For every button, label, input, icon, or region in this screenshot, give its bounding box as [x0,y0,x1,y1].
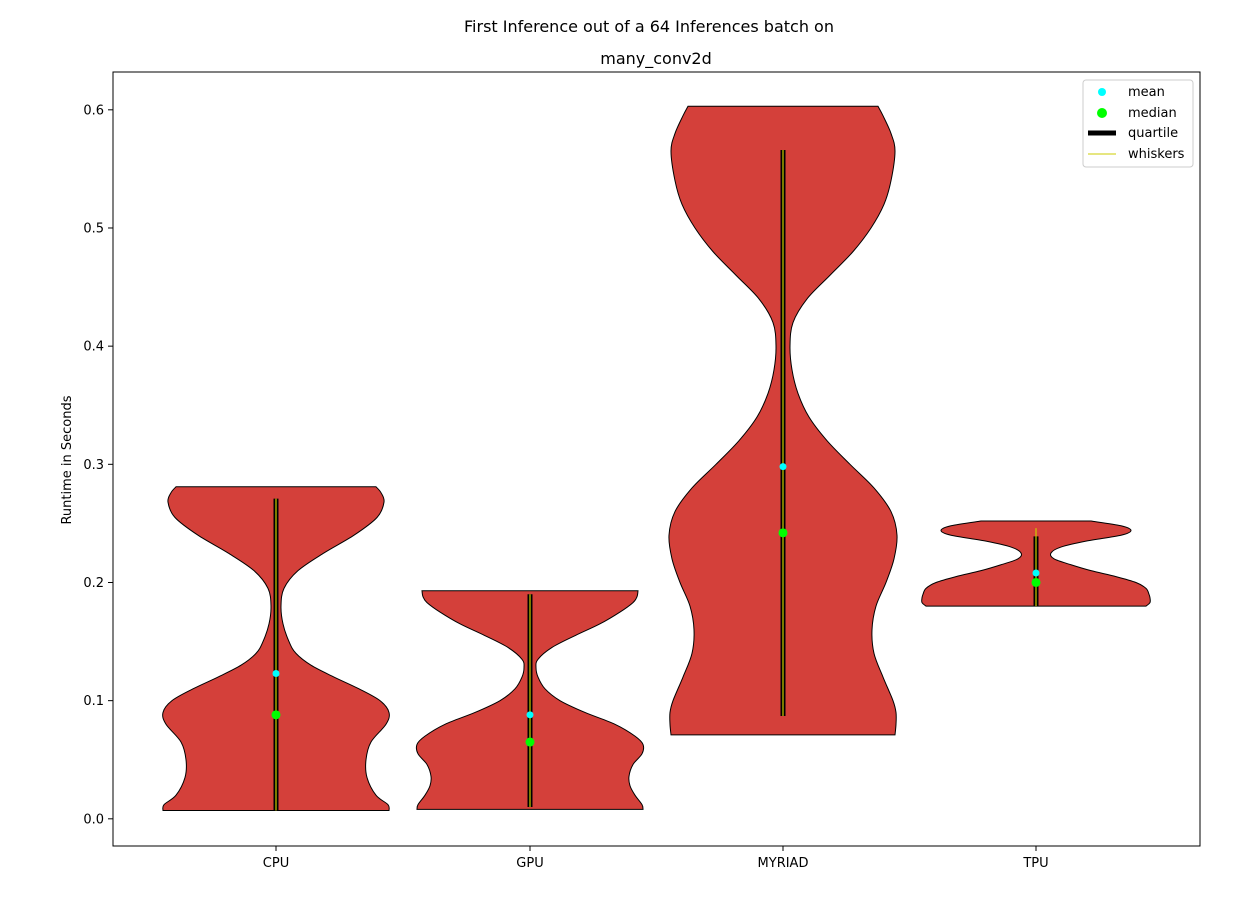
median-point-tpu [1031,577,1041,587]
stats-layer [271,149,1041,811]
x-tick-label-cpu: CPU [263,856,289,871]
legend-whiskers-label: whiskers [1128,147,1185,162]
legend: mean median quartile whiskers [1082,79,1194,168]
chart-subtitle: many_conv2d [600,49,712,69]
y-axis: 0.0 0.1 0.2 0.3 0.4 0.5 0.6 [83,103,113,827]
median-point-myriad [778,528,788,538]
y-axis-label: Runtime in Seconds [60,395,75,524]
mean-point-gpu [526,711,534,719]
x-tick-label-tpu: TPU [1022,856,1048,871]
x-axis: CPU GPU MYRIAD TPU [263,846,1049,871]
y-tick-label: 0.5 [83,221,104,236]
mean-point-myriad [779,463,787,471]
legend-median-marker [1097,108,1107,118]
y-tick-label: 0.2 [83,576,104,591]
y-tick-label: 0.4 [83,340,104,355]
mean-point-cpu [272,669,280,677]
median-point-cpu [271,710,281,720]
legend-median-label: median [1128,106,1177,121]
mean-point-tpu [1032,569,1040,577]
x-tick-label-gpu: GPU [516,856,543,871]
plot-frame [112,71,1201,847]
legend-mean-label: mean [1128,85,1165,100]
legend-frame [1082,79,1194,168]
y-tick-label: 0.1 [83,694,104,709]
median-point-gpu [525,737,535,747]
y-tick-label: 0.3 [83,458,104,473]
y-tick-label: 0.0 [83,812,104,827]
chart-title: First Inference out of a 64 Inferences b… [464,17,834,36]
legend-mean-marker [1098,88,1106,96]
y-tick-label: 0.6 [83,103,104,118]
legend-quartile-label: quartile [1128,126,1178,141]
x-tick-label-myriad: MYRIAD [758,856,809,871]
violins-layer [162,105,1151,812]
